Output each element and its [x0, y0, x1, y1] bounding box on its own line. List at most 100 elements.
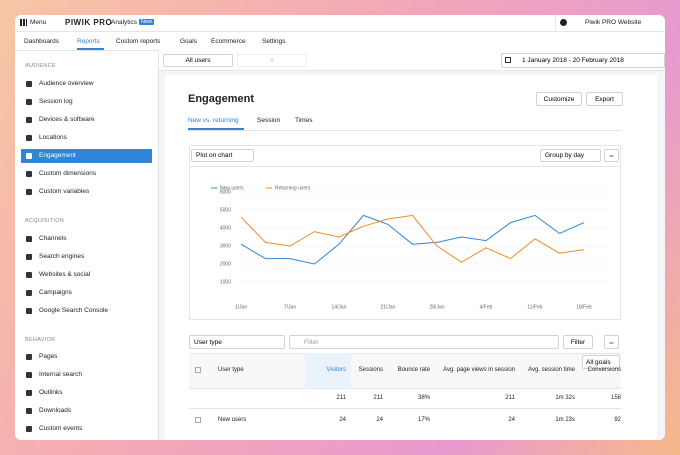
filter-input[interactable]: Filter [289, 335, 559, 349]
tab[interactable]: New vs. returning [188, 117, 239, 124]
menu-icon[interactable] [20, 19, 27, 26]
badge: New [139, 19, 155, 25]
sidebar [15, 50, 159, 440]
sorted-column [305, 353, 351, 387]
total-cell: 158 [610, 395, 621, 401]
checkbox[interactable] [195, 417, 201, 423]
customize-button[interactable]: Customize [536, 92, 582, 106]
cell: 24 [339, 417, 346, 423]
x-tick-label: 14/Jan [331, 304, 346, 310]
section-heading: AUDIENCE [25, 63, 56, 69]
total-cell: 1m 32s [555, 395, 575, 401]
icon [26, 254, 32, 260]
icon [26, 117, 32, 123]
tab[interactable]: Times [295, 117, 313, 124]
add-segment[interactable]: + [237, 54, 307, 67]
nav-active [77, 48, 104, 50]
column-header[interactable]: Sessions [358, 367, 383, 373]
chart-rule [189, 166, 621, 167]
series-line [240, 214, 585, 263]
icon [26, 236, 32, 242]
section-heading: BEHAVIOR [25, 337, 56, 343]
topbar [15, 15, 665, 32]
more-button[interactable]: ••• [604, 335, 619, 349]
nav-item[interactable]: Goals [180, 38, 197, 45]
total-cell: 211 [505, 395, 515, 401]
y-tick-label: 2000 [220, 261, 231, 267]
sidebar-item[interactable]: Engagement [21, 149, 152, 163]
sidebar-item[interactable]: Channels [21, 232, 152, 246]
x-tick-label: 1/Jan [235, 304, 247, 310]
y-tick-label: 1000 [220, 279, 231, 285]
table-header [189, 353, 621, 389]
totals-row [189, 388, 621, 409]
logo: PIWIK PRO [65, 18, 113, 27]
y-tick-label: 5000 [220, 207, 231, 213]
icon [26, 290, 32, 296]
nav-item[interactable]: Custom reports [116, 38, 161, 45]
cell: 1m 23s [555, 417, 575, 423]
nav-item[interactable]: Dashboards [24, 38, 60, 45]
nav-bar [15, 31, 665, 51]
goals-select[interactable]: All goals [582, 355, 620, 369]
column-header[interactable]: Avg. session time [528, 367, 575, 373]
segment[interactable]: All users [163, 54, 233, 67]
site-icon [560, 19, 567, 26]
y-tick-label: 4000 [220, 225, 231, 231]
legend-label: Returning users [275, 185, 311, 191]
sidebar-item[interactable]: Internal search [21, 368, 152, 382]
column-header[interactable]: Visitors [326, 367, 346, 373]
sidebar-item[interactable]: Websites & social [21, 268, 152, 282]
divider [555, 15, 556, 31]
icon [26, 99, 32, 105]
sidebar-item[interactable]: Search engines [21, 250, 152, 264]
date-picker[interactable]: 1 January 2018 - 20 February 2018 [501, 53, 665, 68]
sidebar-item[interactable]: Pages [21, 350, 152, 364]
cell: 17% [417, 417, 430, 423]
dimension-select[interactable]: User type [189, 335, 285, 349]
tab[interactable]: Session [257, 117, 281, 124]
app-window: Menu PIWIK PRO Analytics New Piwik PRO W… [15, 15, 665, 440]
total-cell: 211 [336, 395, 346, 401]
column-header[interactable]: Conversions [587, 367, 621, 373]
sidebar-item[interactable]: Downloads [21, 404, 152, 418]
checkbox[interactable] [195, 367, 201, 373]
nav-item[interactable]: Settings [262, 38, 286, 45]
sidebar-item[interactable]: Google Search Console [21, 304, 152, 318]
more-button[interactable]: ••• [604, 149, 619, 162]
nav-item[interactable]: Ecommerce [211, 38, 246, 45]
sidebar-item[interactable]: Devices & software [21, 113, 152, 127]
sidebar-item[interactable]: Session log [21, 95, 152, 109]
cell: 24 [508, 417, 515, 423]
export-button[interactable]: Export [586, 92, 623, 106]
nav-item[interactable]: Reports [77, 38, 100, 45]
x-tick-label: 18/Feb [576, 304, 592, 310]
x-tick-label: 7/Jan [284, 304, 296, 310]
column-header[interactable]: Avg. page views in session [443, 367, 515, 373]
icon [26, 189, 32, 195]
site-selector[interactable]: Piwik PRO Website [585, 19, 642, 26]
icon [26, 408, 32, 414]
sidebar-item[interactable]: Locations [21, 131, 152, 145]
column-header[interactable]: Bounce rate [397, 367, 430, 373]
sidebar-item[interactable]: Campaigns [21, 286, 152, 300]
sidebar-item[interactable]: Custom variables [21, 185, 152, 199]
group-select[interactable]: Group by day [540, 149, 601, 162]
filter-button[interactable]: Filter [563, 335, 593, 349]
sidebar-item[interactable]: Audience overview [21, 77, 152, 91]
column-header[interactable]: User type [218, 367, 244, 373]
plot-select[interactable]: Plot on chart [191, 149, 254, 162]
y-tick-label: 6000 [220, 189, 231, 195]
tab-rule [188, 130, 622, 131]
icon [26, 272, 32, 278]
sidebar-item[interactable]: Custom dimensions [21, 167, 152, 181]
menu-label[interactable]: Menu [30, 19, 47, 26]
y-tick-label: 3000 [220, 243, 231, 249]
sidebar-item[interactable]: Custom events [21, 422, 152, 436]
icon [26, 153, 32, 159]
sidebar-item[interactable]: Outlinks [21, 386, 152, 400]
icon [26, 372, 32, 378]
icon [26, 426, 32, 432]
icon [26, 171, 32, 177]
tab-underline [188, 128, 244, 130]
